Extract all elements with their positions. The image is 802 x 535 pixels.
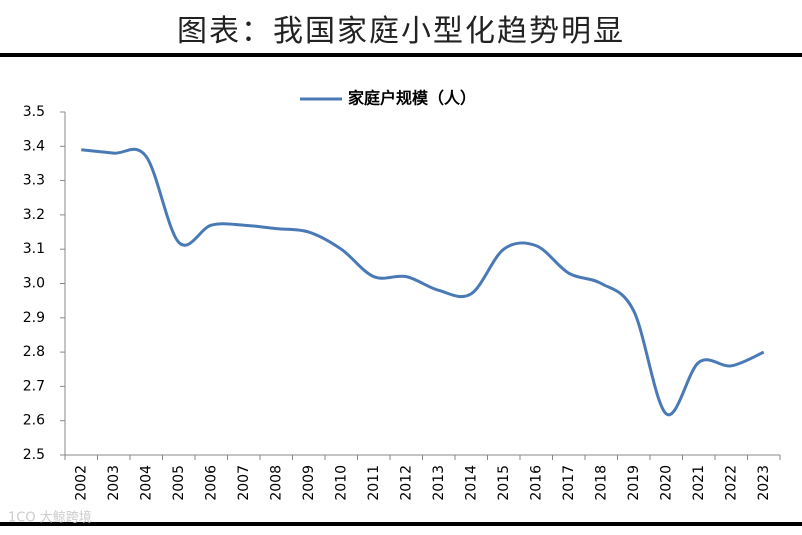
x-tick-label: 2013 (431, 465, 447, 501)
x-tick-label: 2011 (366, 465, 382, 501)
bottom-rule (0, 522, 802, 526)
x-tick-label: 2023 (756, 465, 772, 501)
x-tick-label: 2014 (463, 465, 479, 501)
y-tick-label: 2.5 (23, 447, 45, 463)
chart-title: 图表：我国家庭小型化趋势明显 (177, 14, 625, 49)
y-tick-label: 3.3 (23, 173, 45, 189)
x-tick-label: 2004 (138, 465, 154, 501)
y-tick-label: 3.5 (23, 104, 45, 120)
legend-label: 家庭户规模（人） (348, 89, 476, 108)
x-tick-label: 2009 (301, 465, 317, 501)
y-tick-label: 3.1 (23, 241, 45, 257)
x-tick-label: 2015 (496, 465, 512, 501)
x-tick-label: 2019 (626, 465, 642, 501)
y-tick-label: 2.9 (23, 310, 45, 326)
x-tick-label: 2003 (106, 465, 122, 501)
y-tick-label: 3.0 (23, 276, 45, 292)
x-tick-label: 2007 (236, 465, 252, 501)
y-tick-label: 3.4 (23, 138, 45, 154)
x-tick-label: 2012 (398, 465, 414, 501)
x-tick-label: 2005 (171, 465, 187, 501)
watermark: 1CO 大鲸跨境 (8, 511, 92, 526)
x-tick-label: 2006 (203, 465, 219, 501)
y-tick-label: 2.6 (23, 413, 45, 429)
x-tick-label: 2018 (593, 465, 609, 501)
x-tick-label: 2017 (561, 465, 577, 501)
y-tick-label: 2.8 (23, 344, 45, 360)
x-tick-label: 2010 (333, 465, 349, 501)
title-rule (0, 53, 802, 57)
x-tick-label: 2002 (73, 465, 89, 501)
x-tick-label: 2016 (528, 465, 544, 501)
x-tick-label: 2020 (658, 465, 674, 501)
x-tick-label: 2022 (723, 465, 739, 501)
y-tick-label: 2.7 (23, 378, 45, 394)
x-tick-label: 2008 (268, 465, 284, 501)
y-tick-label: 3.2 (23, 207, 45, 223)
x-tick-label: 2021 (691, 465, 707, 501)
series-line (81, 147, 765, 417)
